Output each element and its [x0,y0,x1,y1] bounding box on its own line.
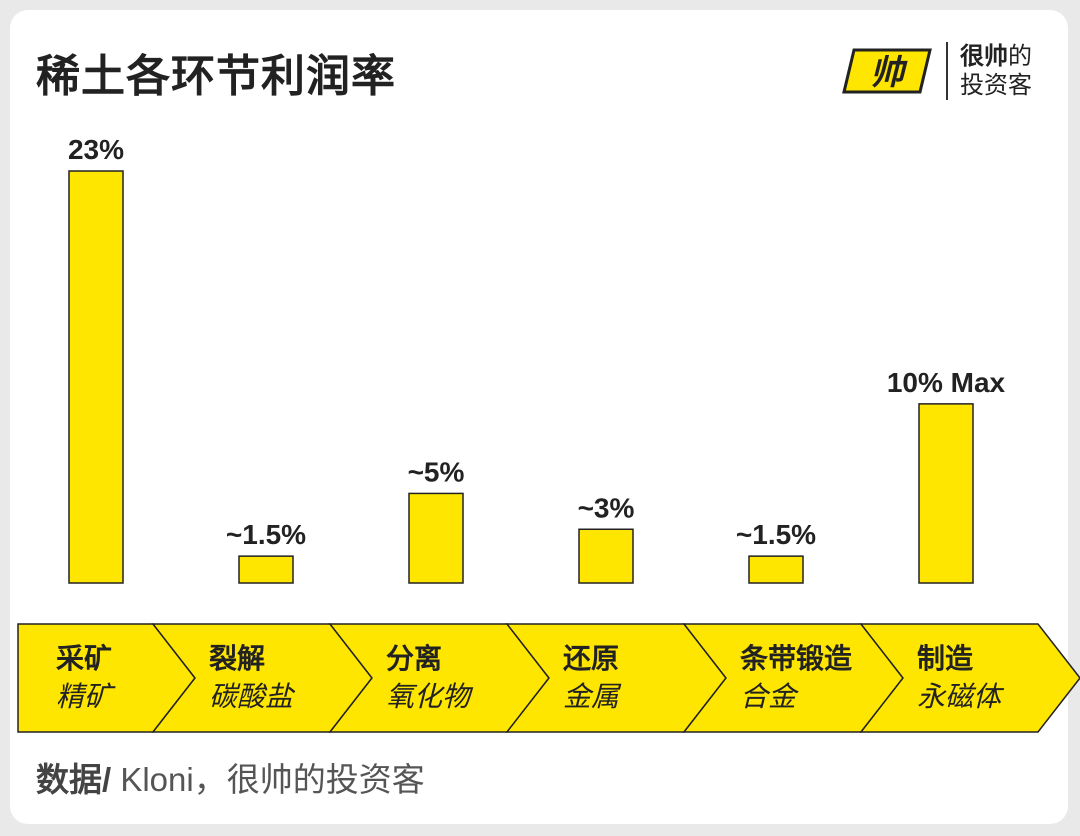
source-text: Kloni，很帅的投资客 [111,761,425,798]
bar-1 [238,555,294,584]
process-stage-label-2: 分离 [386,642,442,674]
bar-2 [408,492,464,584]
data-source: 数据/ Kloni，很帅的投资客 [36,753,425,801]
process-output-label-0: 精矿 [56,681,116,712]
bar-value-label-3: ~3% [578,492,635,523]
chart-title: 稀土各环节利润率 [36,52,396,101]
brand-line1-bold: 很帅 [960,43,1008,70]
process-stage-label-4: 条带锻造 [740,642,852,674]
brand-line2: 投资客 [960,72,1032,99]
bar-value-label-1: ~1.5% [226,519,306,550]
bar-value-label-0: 23% [68,134,124,165]
bar-5 [918,403,974,584]
brand-text: 很帅的 投资客 [960,42,1032,100]
bar-4 [748,555,804,584]
bar-value-label-5: 10% Max [887,367,1006,398]
process-output-label-4: 合金 [740,681,799,712]
bar-value-label-2: ~5% [408,456,465,487]
process-output-label-5: 永磁体 [917,681,1005,712]
bar-0 [68,170,124,584]
process-arrow-5 [859,623,1080,733]
brand-logo: 帅 很帅的 投资客 [838,38,1053,108]
process-stage-label-0: 采矿 [56,643,112,674]
bar-value-label-4: ~1.5% [736,519,816,550]
process-stage-label-3: 还原 [563,643,619,674]
source-label: 数据/ [36,761,112,798]
process-stage-label-5: 制造 [917,643,973,674]
brand-line1-rest: 的 [1008,43,1032,70]
brand-mark-icon: 帅 [842,48,932,94]
bar-3 [578,528,634,584]
process-output-label-2: 氧化物 [386,681,474,712]
brand-divider [946,42,948,100]
process-stage-label-1: 裂解 [209,643,265,674]
process-output-label-3: 金属 [563,681,622,712]
brand-mark-text: 帅 [870,54,908,92]
process-output-label-1: 碳酸盐 [209,681,296,712]
